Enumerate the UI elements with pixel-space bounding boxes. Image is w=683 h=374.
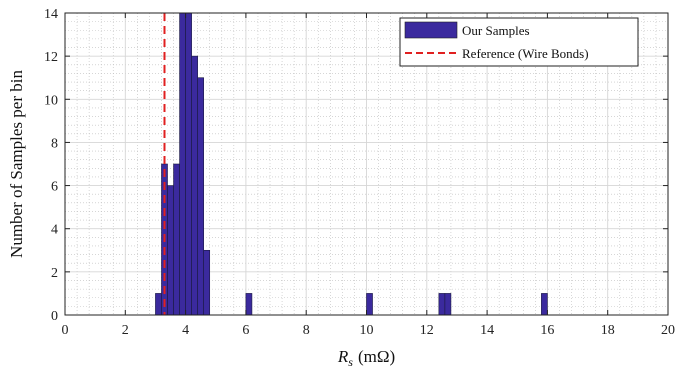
y-tick-label: 2 <box>51 266 58 281</box>
x-axis-label: Rs (mΩ) <box>337 347 395 369</box>
x-tick-label: 2 <box>122 323 129 338</box>
x-axis-label-sub: s <box>348 355 353 369</box>
x-axis-label-unit: (mΩ) <box>358 347 395 366</box>
x-tick-label: 18 <box>601 323 615 338</box>
x-axis-label-main: R <box>337 347 349 366</box>
y-tick-label: 0 <box>51 309 58 324</box>
histogram-bar <box>179 12 186 316</box>
histogram-bar <box>438 293 446 316</box>
x-tick-label: 12 <box>420 323 434 338</box>
histogram-bar <box>173 163 180 316</box>
histogram-bar <box>155 293 162 316</box>
y-tick-label: 4 <box>51 223 58 238</box>
histogram-bar <box>541 293 548 316</box>
x-tick-label: 6 <box>242 323 249 338</box>
histogram-bar <box>185 12 192 316</box>
histogram-bar <box>167 185 174 316</box>
x-tick-label: 16 <box>540 323 554 338</box>
legend: Our Samples Reference (Wire Bonds) <box>399 17 639 67</box>
histogram-bar <box>245 293 253 316</box>
x-tick-label: 8 <box>303 323 310 338</box>
legend-label-our-samples: Our Samples <box>462 23 530 38</box>
x-tick-label: 14 <box>480 323 494 338</box>
x-tick-label: 4 <box>182 323 189 338</box>
y-tick-label: 10 <box>44 93 58 108</box>
legend-swatch-our-samples <box>404 21 458 39</box>
y-tick-label: 6 <box>51 180 58 195</box>
histogram-bar <box>197 77 204 316</box>
histogram-bar <box>191 55 198 316</box>
x-tick-label: 10 <box>360 323 374 338</box>
y-tick-label: 14 <box>44 7 58 22</box>
x-tick-label: 0 <box>62 323 69 338</box>
y-tick-label: 12 <box>44 50 58 65</box>
histogram-bar <box>366 293 373 316</box>
x-tick-labels: 0 2 4 6 8 10 12 14 16 18 20 <box>62 323 676 338</box>
histogram-bar <box>444 293 452 316</box>
histogram-bar <box>203 249 211 316</box>
legend-label-reference: Reference (Wire Bonds) <box>462 46 589 61</box>
y-axis-label: Number of Samples per bin <box>7 70 26 258</box>
y-tick-labels: 0 2 4 6 8 10 12 14 <box>44 7 58 324</box>
x-tick-label: 20 <box>661 323 675 338</box>
y-tick-label: 8 <box>51 136 58 151</box>
axis-ticks <box>64 12 669 316</box>
